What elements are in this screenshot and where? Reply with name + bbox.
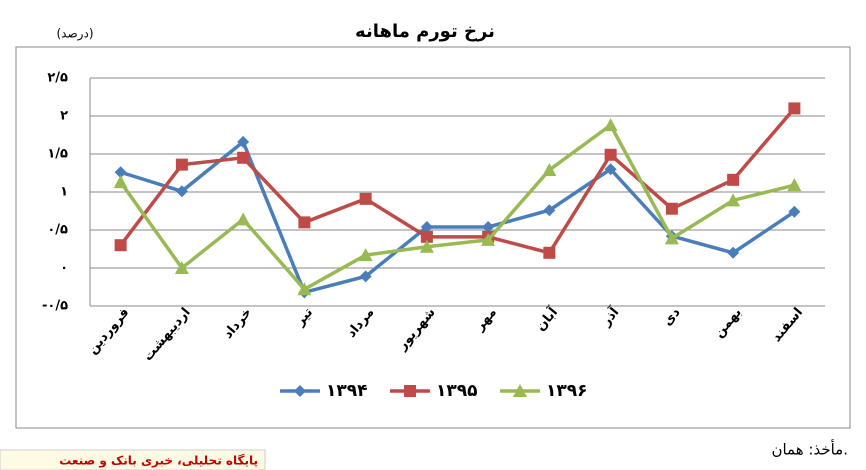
marker — [481, 232, 496, 246]
marker — [604, 163, 617, 176]
marker — [404, 385, 416, 397]
marker — [727, 173, 740, 186]
marker — [114, 239, 127, 252]
footer-box — [0, 449, 266, 470]
y-tick-label: ۱/۵ — [47, 147, 68, 162]
marker — [358, 248, 373, 262]
marker — [298, 216, 311, 229]
marker — [419, 239, 434, 253]
marker — [420, 230, 433, 243]
series-line — [119, 122, 795, 292]
marker — [543, 204, 556, 217]
marker — [113, 175, 128, 189]
y-tick-label: ۲/۵ — [47, 71, 68, 86]
y-tick-label: ۰/۵ — [47, 223, 68, 238]
y-tick-label: ۱ — [60, 185, 68, 200]
marker — [513, 384, 527, 397]
legend-label: ۱۳۹۶ — [546, 381, 588, 401]
marker — [788, 102, 801, 115]
marker — [788, 205, 801, 218]
y-tick-label: ۲ — [60, 109, 68, 124]
marker — [175, 158, 188, 171]
marker — [542, 162, 557, 176]
marker — [603, 118, 618, 132]
marker — [114, 166, 127, 179]
marker — [297, 282, 312, 296]
marker — [237, 135, 250, 148]
marker — [236, 212, 251, 226]
marker — [359, 270, 372, 283]
marker — [174, 261, 189, 274]
marker — [604, 148, 617, 161]
footer: پایگاه تحلیلی، خبری بانک و صنعت — [59, 454, 258, 469]
marker — [294, 385, 306, 397]
marker — [482, 220, 495, 233]
marker — [665, 202, 678, 215]
legend-label: ۱۳۹۵ — [436, 381, 478, 401]
series-line — [120, 139, 796, 295]
chart-title: نرخ تورم ماهانه — [355, 21, 495, 42]
legend-label: ۱۳۹۴ — [326, 381, 368, 401]
marker — [787, 178, 802, 192]
marker — [727, 246, 740, 259]
source: مأخذ: همان. — [771, 439, 848, 459]
y-tick-label: -۰/۵ — [42, 299, 68, 314]
marker — [543, 246, 556, 259]
marker — [175, 185, 188, 198]
marker — [664, 231, 679, 245]
marker — [726, 193, 741, 207]
marker — [420, 220, 433, 233]
marker — [237, 151, 250, 164]
unit-label: (درصد) — [56, 27, 93, 42]
y-tick-label: ۰ — [60, 261, 68, 276]
series-line — [119, 107, 796, 255]
marker — [359, 192, 372, 205]
